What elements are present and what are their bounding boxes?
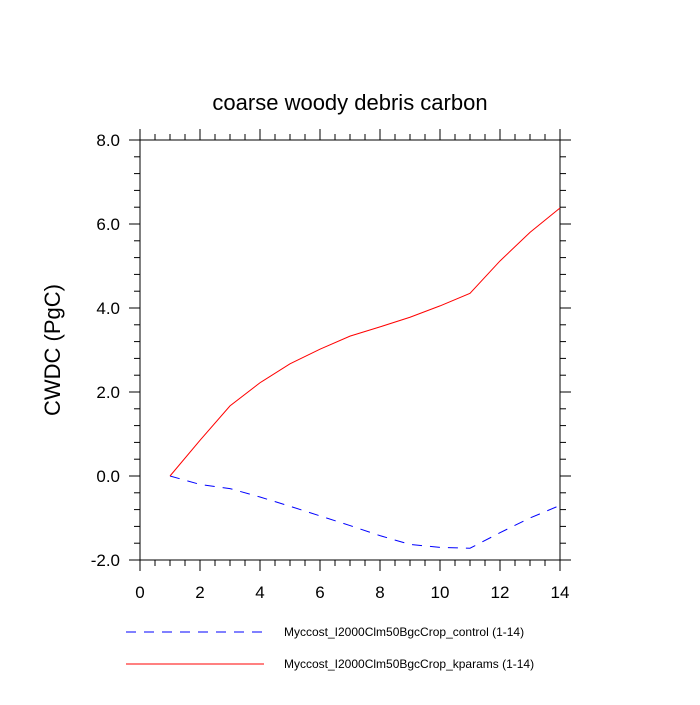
plot-area: 0 2 4 6 8 10 12 14 -2.0 0.0 2.0 4.0 6.0 8.0: [91, 129, 571, 602]
x-tick-label: 2: [195, 583, 204, 602]
x-tick-label: 6: [315, 583, 324, 602]
x-tick-label: 14: [551, 583, 570, 602]
x-tick-label: 4: [255, 583, 264, 602]
y-tick-label: 8.0: [96, 131, 120, 150]
x-tick-label: 12: [491, 583, 510, 602]
x-tick-label: 8: [375, 583, 384, 602]
y-tick-label: -2.0: [91, 551, 120, 570]
y-axis-label: CWDC (PgC): [40, 284, 65, 416]
x-tick-label: 10: [431, 583, 450, 602]
series-line-1: [169, 475, 561, 549]
x-tick-label: 0: [135, 583, 144, 602]
legend-label-2: Myccost_I2000Clm50BgcCrop_kparams (1-14): [284, 657, 534, 671]
plot-frame: [139, 139, 561, 561]
legend-label-1: Myccost_I2000Clm50BgcCrop_control (1-14): [284, 625, 524, 639]
y-tick-label: 2.0: [96, 383, 120, 402]
series-line-2: [169, 207, 561, 477]
legend: Myccost_I2000Clm50BgcCrop_control (1-14)…: [126, 625, 534, 671]
y-tick-label: 4.0: [96, 299, 120, 318]
y-tick-label: 6.0: [96, 215, 120, 234]
chart-title: coarse woody debris carbon: [212, 90, 487, 115]
y-tick-label: 0.0: [96, 467, 120, 486]
